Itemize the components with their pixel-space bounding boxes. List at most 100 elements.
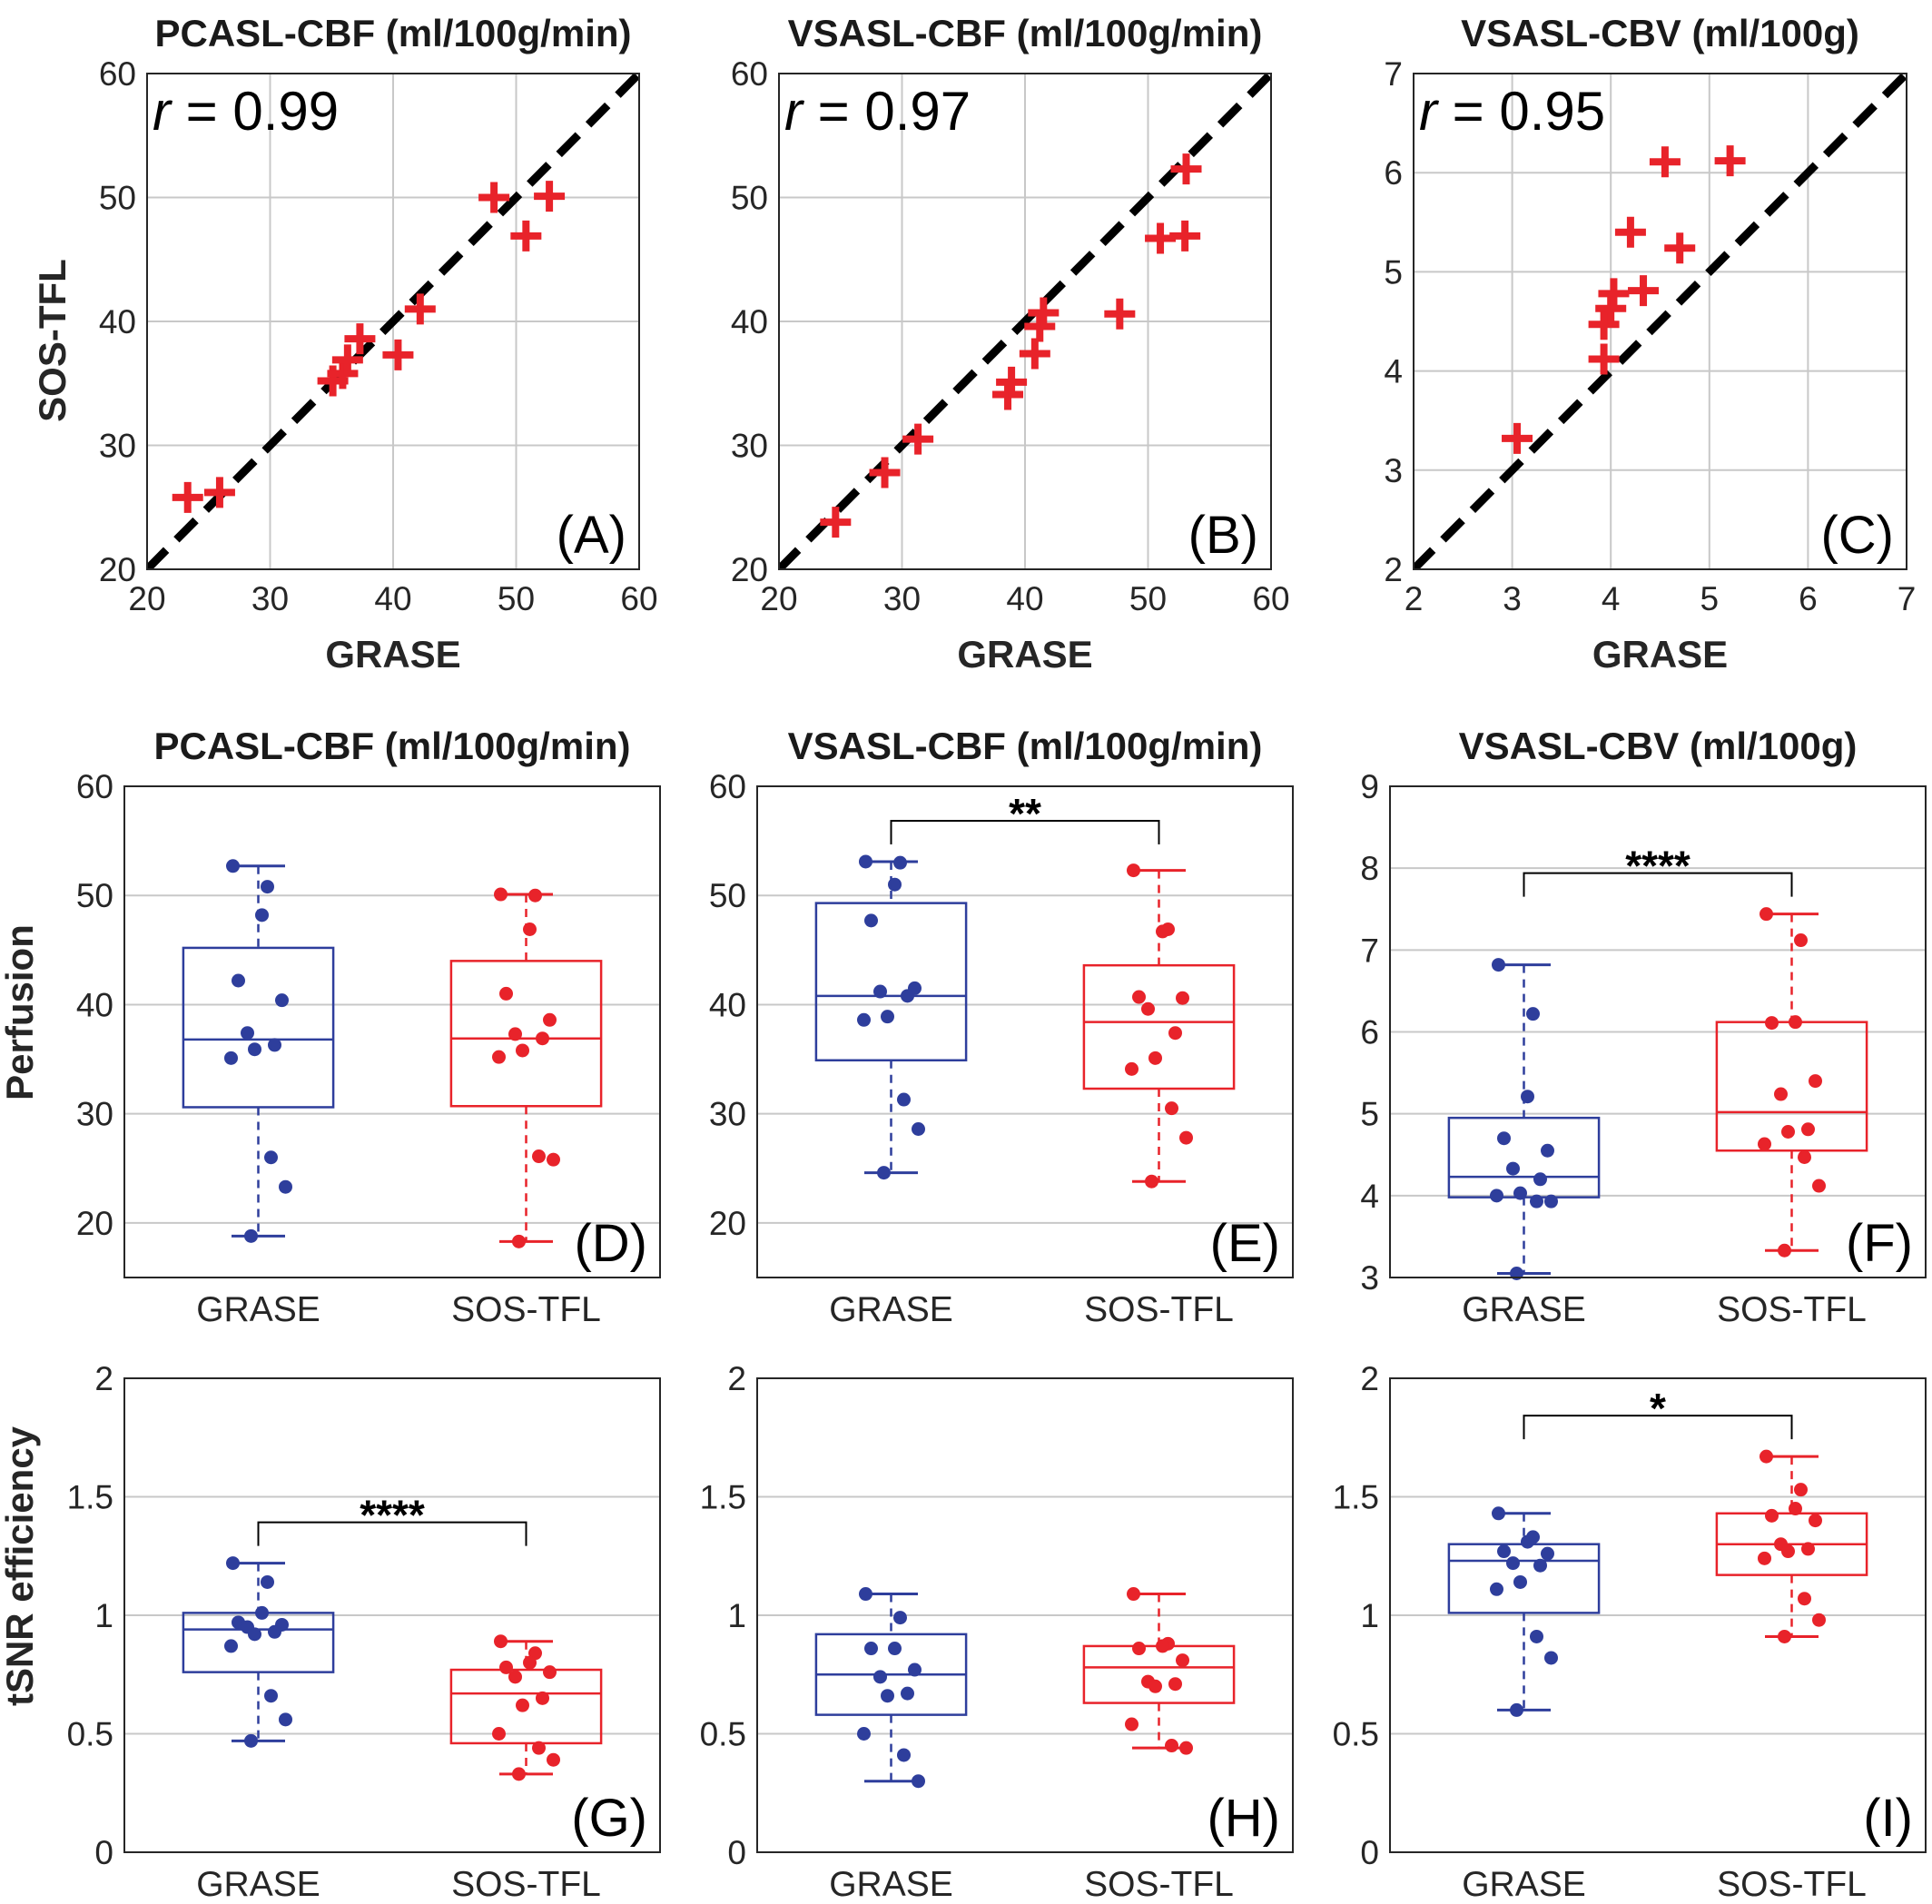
x-tick-label: 4 <box>1602 580 1621 617</box>
data-point <box>1141 1001 1155 1016</box>
data-point <box>881 1689 894 1703</box>
category-label: SOS-TFL <box>1717 1290 1867 1329</box>
data-point <box>244 1733 258 1748</box>
data-point <box>1801 1122 1815 1137</box>
data-point <box>279 1712 292 1727</box>
y-tick-label: 0.5 <box>1333 1716 1379 1753</box>
category-label: SOS-TFL <box>1084 1290 1234 1329</box>
y-tick-label: 2 <box>1360 1360 1379 1397</box>
data-point <box>888 1642 902 1656</box>
y-tick-label: 0.5 <box>700 1716 746 1753</box>
data-point <box>893 855 907 870</box>
data-point <box>494 887 508 902</box>
row-label-perfusion-y: Perfusion <box>0 924 41 1100</box>
panel-label: (B) <box>1188 506 1258 565</box>
category-label: GRASE <box>1462 1865 1586 1904</box>
y-tick-label: 50 <box>731 180 768 217</box>
data-point <box>261 880 274 894</box>
box-iqr <box>1447 1116 1601 1199</box>
x-tick-label: 40 <box>1006 580 1043 617</box>
data-point <box>864 1642 878 1656</box>
data-point <box>255 1605 269 1620</box>
y-tick-label: 40 <box>731 303 768 340</box>
panel-h: 0 0.5 1 1.5 2 GRASE SOS-TFL (H) <box>700 1360 1294 1904</box>
data-point <box>1541 1143 1554 1158</box>
data-point <box>1497 1131 1511 1146</box>
data-point <box>901 989 914 1003</box>
category-label: SOS-TFL <box>451 1290 601 1329</box>
data-point <box>1598 278 1630 310</box>
identity-line <box>1414 74 1907 569</box>
data-point <box>1132 1642 1146 1656</box>
correlation-symbol: r <box>784 81 804 142</box>
box-series-grase <box>182 1556 335 1748</box>
data-point <box>1530 1194 1543 1208</box>
data-point <box>1544 1194 1558 1208</box>
data-point <box>1148 1679 1162 1693</box>
data-point <box>494 1634 508 1649</box>
y-tick-label: 50 <box>709 877 746 914</box>
data-point <box>1664 232 1696 264</box>
x-tick-label: 7 <box>1898 580 1917 617</box>
data-point <box>1176 991 1189 1005</box>
data-point <box>859 854 872 869</box>
y-tick-label: 7 <box>1384 55 1403 93</box>
y-tick-label: 30 <box>76 1096 113 1133</box>
data-point <box>543 1665 557 1680</box>
y-tick-label: 50 <box>76 877 113 914</box>
data-point <box>226 1556 240 1571</box>
box-iqr <box>814 902 968 1062</box>
panel-title: PCASL-CBF (ml/100g/min) <box>153 725 630 767</box>
data-point <box>1506 1556 1520 1571</box>
data-point <box>1760 907 1773 922</box>
data-point <box>1125 1061 1138 1076</box>
category-label: GRASE <box>196 1290 320 1329</box>
panel-title: PCASL-CBF (ml/100g/min) <box>154 12 631 54</box>
data-point <box>1513 1574 1527 1589</box>
data-point <box>344 323 376 355</box>
box-series-grase <box>1447 958 1601 1280</box>
y-tick-label: 20 <box>99 551 136 588</box>
data-point <box>912 1121 925 1136</box>
y-tick-label: 6 <box>1384 154 1403 192</box>
y-tick-label: 50 <box>99 180 136 217</box>
correlation-value: = 0.97 <box>803 81 971 142</box>
y-tick-label: 1.5 <box>1333 1479 1379 1516</box>
data-point <box>547 1152 560 1167</box>
data-point <box>912 1774 925 1789</box>
panel-label: (D) <box>574 1214 647 1273</box>
y-tick-label: 60 <box>731 55 768 93</box>
data-point <box>404 293 436 325</box>
data-point <box>534 181 566 212</box>
data-point <box>1774 1087 1788 1101</box>
x-tick-label: 50 <box>1129 580 1167 617</box>
x-tick-label: 2 <box>1405 580 1424 617</box>
data-point <box>881 1010 894 1024</box>
data-point <box>1127 1587 1140 1602</box>
panel-title: VSASL-CBF (ml/100g/min) <box>788 725 1263 767</box>
data-point <box>478 182 510 213</box>
data-point <box>255 908 269 922</box>
data-point <box>1714 145 1746 177</box>
y-tick-label: 1 <box>727 1597 746 1634</box>
panel-title: VSASL-CBV (ml/100g) <box>1461 12 1859 54</box>
data-point <box>1765 1508 1779 1523</box>
data-point <box>1521 1534 1534 1549</box>
axes-frame <box>756 1377 1294 1853</box>
box-series-sos-tfl <box>1715 1449 1868 1643</box>
axes-frame <box>123 785 661 1278</box>
category-label: SOS-TFL <box>1717 1865 1867 1904</box>
x-tick-label: 6 <box>1799 580 1818 617</box>
data-point <box>1148 1051 1162 1065</box>
data-point <box>1809 1074 1822 1089</box>
x-axis-label: GRASE <box>1592 633 1728 676</box>
data-point <box>1541 1546 1554 1561</box>
data-point <box>1506 1161 1520 1176</box>
data-point <box>499 986 513 1001</box>
data-point <box>1019 338 1050 370</box>
category-label: GRASE <box>829 1290 953 1329</box>
x-tick-label: 30 <box>251 580 289 617</box>
data-point <box>1521 1090 1534 1104</box>
y-tick-label: 30 <box>709 1096 746 1133</box>
data-point <box>1490 1582 1503 1596</box>
